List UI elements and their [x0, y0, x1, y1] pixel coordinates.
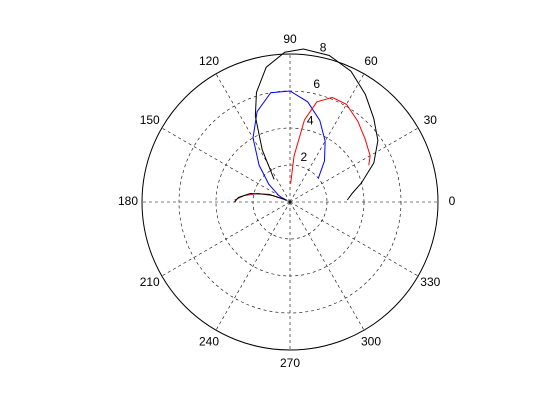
r-tick-label: 8	[320, 41, 327, 55]
theta-tick-label: 120	[199, 54, 219, 68]
theta-tick-label: 210	[140, 275, 160, 289]
theta-tick-label: 30	[424, 113, 438, 127]
theta-tick-label: 180	[118, 194, 138, 208]
theta-tick-label: 330	[420, 275, 440, 289]
r-tick-label: 6	[313, 77, 320, 91]
theta-grid-line	[215, 201, 291, 331]
theta-tick-label: 90	[283, 32, 297, 46]
theta-grid-line	[289, 73, 365, 203]
r-grid-circle	[141, 53, 439, 351]
theta-tick-label: 60	[364, 54, 378, 68]
series-line	[234, 48, 379, 203]
theta-grid-line	[161, 127, 291, 203]
theta-grid-line	[161, 201, 291, 277]
theta-tick-label: 240	[199, 334, 219, 348]
series-line	[252, 90, 326, 202]
theta-grid-line	[289, 127, 419, 203]
theta-grid-line	[289, 201, 419, 277]
theta-grid-line	[289, 201, 365, 331]
theta-tick-label: 270	[280, 356, 300, 370]
series-line	[234, 96, 371, 201]
theta-tick-label: 150	[140, 113, 160, 127]
r-tick-label: 2	[300, 150, 307, 164]
theta-tick-label: 0	[449, 194, 456, 208]
theta-tick-label: 300	[361, 334, 381, 348]
r-tick-label: 4	[307, 113, 314, 127]
